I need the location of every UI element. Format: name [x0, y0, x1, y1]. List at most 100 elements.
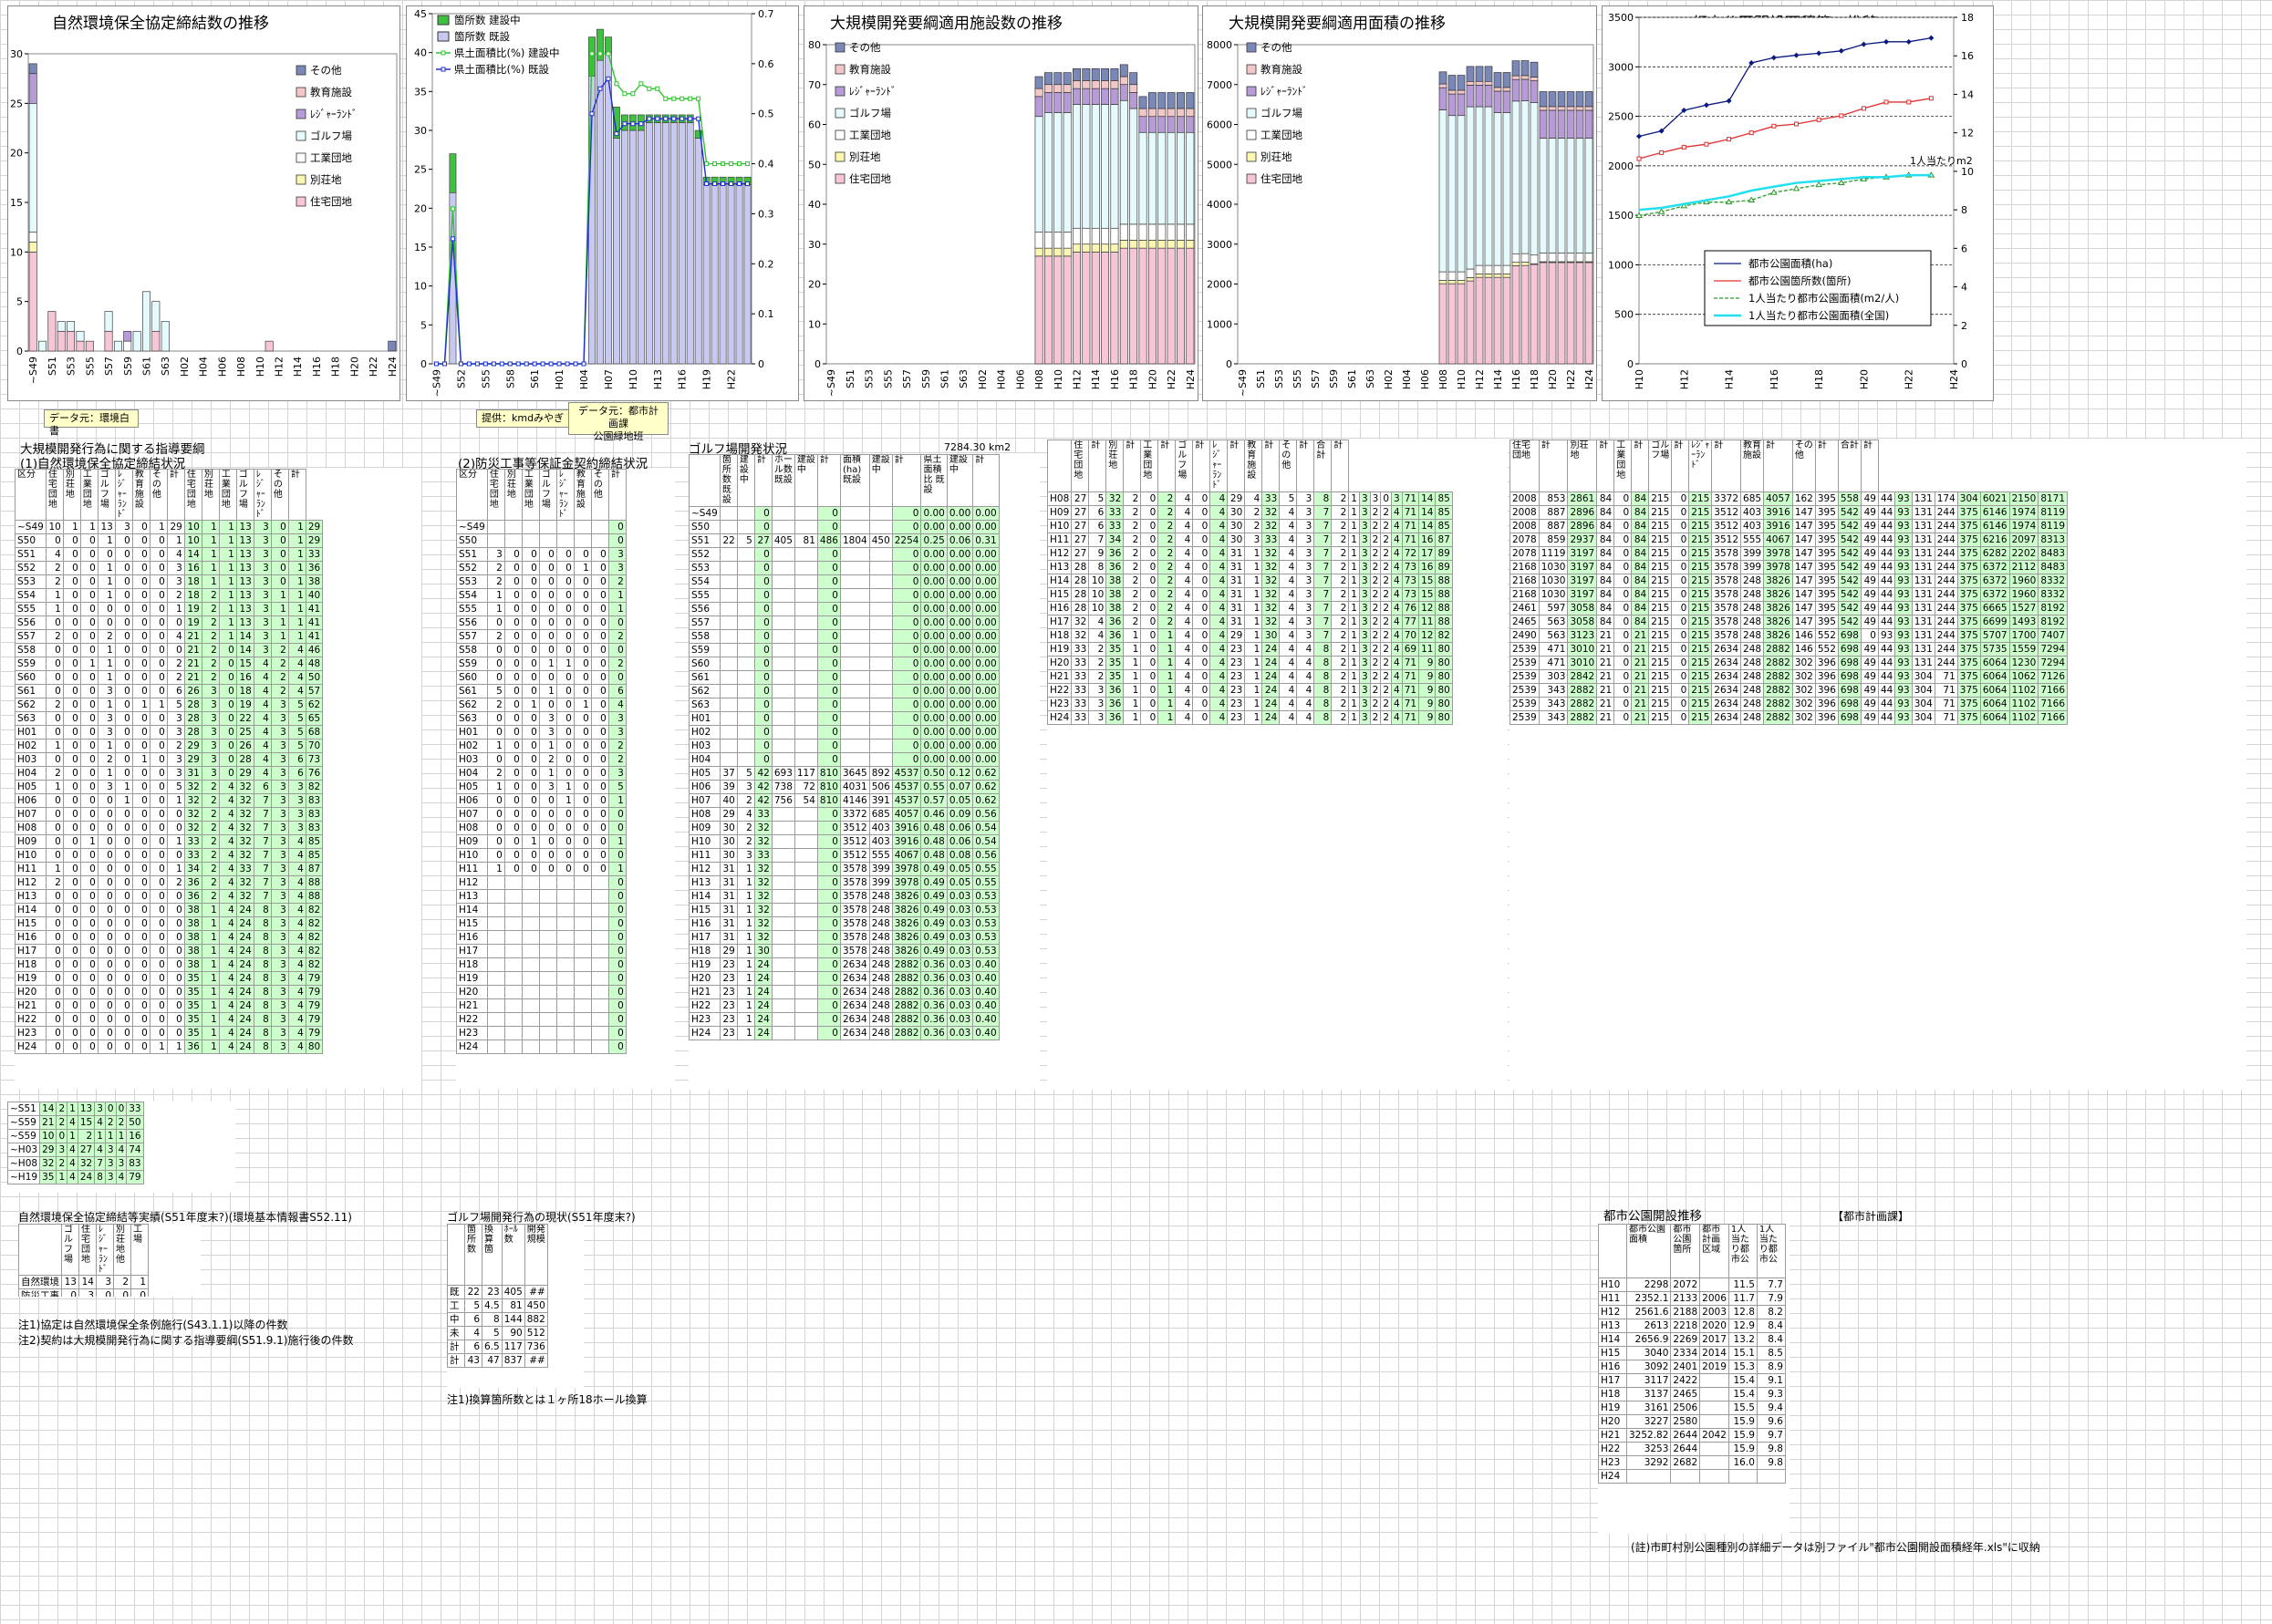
table-cell[interactable]: 2539 [1509, 669, 1540, 684]
table-cell[interactable]: 0 [555, 561, 575, 575]
table-cell[interactable]: 0.54 [972, 821, 1000, 835]
table-cell[interactable] [868, 670, 893, 685]
table-cell[interactable]: 44 [1877, 560, 1896, 574]
table-cell[interactable]: 0 [590, 711, 609, 726]
table-cell[interactable]: 4 [1175, 710, 1194, 725]
table-cell[interactable]: 4.5 [482, 1298, 503, 1313]
table-cell[interactable]: 73 [1401, 560, 1420, 574]
table-cell[interactable]: 2072 [1670, 1277, 1701, 1292]
table-cell[interactable]: 215 [1688, 669, 1713, 684]
table-cell[interactable]: 0 [79, 711, 99, 726]
table-cell[interactable]: 892 [868, 766, 893, 781]
table-cell[interactable]: 4 [253, 670, 272, 685]
table-cell[interactable]: 0 [114, 944, 133, 958]
table-cell[interactable]: 0 [149, 752, 168, 767]
table-cell[interactable]: 10 [39, 1129, 57, 1143]
table-cell[interactable]: 8119 [2038, 505, 2069, 520]
table-cell[interactable]: 82 [305, 903, 324, 917]
table-cell[interactable]: 2 [201, 848, 220, 863]
table-cell[interactable]: ~S49 [456, 520, 488, 534]
table-cell[interactable]: 0 [891, 547, 922, 562]
table-cell[interactable]: 21 [1631, 697, 1650, 711]
table-cell[interactable]: 32 [183, 793, 202, 808]
table-cell[interactable]: 3 [270, 930, 289, 945]
table-cell[interactable]: 0.36 [920, 1026, 948, 1040]
table-cell[interactable]: H17 [15, 944, 47, 958]
table-cell[interactable]: 685 [868, 807, 893, 822]
table-cell[interactable]: 80 [1435, 669, 1453, 684]
table-cell[interactable]: 0 [503, 684, 523, 698]
table-cell[interactable]: 0 [149, 807, 168, 822]
table-cell[interactable]: 0 [503, 561, 523, 575]
table-cell[interactable] [538, 916, 557, 931]
table-cell[interactable]: 4 [1279, 669, 1298, 684]
table-cell[interactable]: 24 [1261, 642, 1281, 657]
table-cell[interactable] [794, 520, 818, 534]
table-cell[interactable]: 8.5 [1756, 1346, 1786, 1360]
table-cell[interactable]: 1 [1157, 669, 1177, 684]
table-cell[interactable]: 3 [1369, 491, 1382, 506]
table-cell[interactable]: H06 [456, 793, 488, 808]
table-cell[interactable]: H20 [15, 985, 47, 999]
table-cell[interactable]: 0 [1671, 628, 1690, 643]
table-cell[interactable]: 0 [607, 944, 627, 958]
table-cell[interactable]: H24 [689, 1026, 721, 1040]
table-cell[interactable]: 1960 [2008, 587, 2039, 602]
table-cell[interactable]: 32 [1261, 574, 1281, 588]
table-cell[interactable]: 2 [1331, 519, 1350, 533]
table-cell[interactable]: H19 [689, 957, 721, 972]
table-cell[interactable]: 0 [114, 998, 133, 1013]
table-cell[interactable]: 2 [1123, 519, 1142, 533]
table-cell[interactable]: 302 [1791, 669, 1816, 684]
table-cell[interactable]: H21 [15, 998, 47, 1013]
table-cell[interactable]: H12 [689, 862, 721, 876]
table-cell[interactable]: 27 [77, 1143, 96, 1157]
table-cell[interactable]: 0 [79, 793, 99, 808]
table-cell[interactable]: 693 [771, 766, 795, 781]
table-cell[interactable]: S58 [15, 643, 47, 657]
table-cell[interactable]: 0 [62, 643, 81, 657]
table-cell[interactable]: 810 [816, 780, 841, 794]
table-cell[interactable]: 6665 [1979, 601, 2010, 615]
table-cell[interactable]: 93 [1894, 546, 1913, 561]
table-cell[interactable] [555, 533, 575, 548]
table-cell[interactable] [503, 916, 523, 931]
table-cell[interactable]: 2882 [1763, 669, 1793, 684]
table-cell[interactable]: 16 [1418, 560, 1437, 574]
table-cell[interactable]: 0 [114, 670, 133, 685]
table-cell[interactable]: 0 [753, 670, 773, 685]
table-cell[interactable]: 0 [891, 752, 922, 767]
table-cell[interactable]: 26 [183, 684, 202, 698]
table-cell[interactable]: 0 [555, 670, 575, 685]
table-cell[interactable] [771, 1012, 795, 1027]
table-cell[interactable]: 1 [521, 834, 540, 849]
table-cell[interactable]: 0 [131, 834, 150, 849]
table-cell[interactable]: 0.00 [946, 615, 974, 630]
table-cell[interactable]: 41 [305, 615, 324, 630]
table-cell[interactable]: 2 [201, 657, 220, 671]
table-cell[interactable]: 31 [1227, 587, 1246, 602]
table-cell[interactable]: 0.03 [946, 985, 974, 999]
table-cell[interactable] [521, 1012, 540, 1027]
table-cell[interactable]: 4 [1391, 669, 1403, 684]
table-cell[interactable]: 0 [1671, 491, 1690, 506]
table-cell[interactable]: 396 [1814, 697, 1839, 711]
table-cell[interactable]: 3512 [839, 834, 870, 849]
table-cell[interactable]: 375 [1956, 697, 1981, 711]
table-cell[interactable]: 14 [39, 1102, 57, 1116]
table-cell[interactable]: 4 [253, 657, 272, 671]
table-cell[interactable]: 8 [482, 1312, 503, 1327]
table-cell[interactable] [736, 739, 755, 753]
table-cell[interactable]: 2 [1380, 669, 1393, 684]
table-cell[interactable]: 8 [1313, 491, 1333, 506]
table-cell[interactable]: H17 [456, 944, 488, 958]
table-cell[interactable]: 4 [1391, 656, 1403, 670]
table-cell[interactable] [794, 739, 818, 753]
table-cell[interactable]: 32 [1261, 601, 1281, 615]
table-cell[interactable]: 21 [1596, 683, 1615, 698]
table-cell[interactable]: 4 [287, 1026, 306, 1040]
table-cell[interactable]: 215 [1688, 710, 1713, 725]
table-cell[interactable]: 24 [753, 1012, 773, 1027]
table-cell[interactable]: 9 [1418, 656, 1437, 670]
table-cell[interactable]: 0 [166, 1012, 185, 1027]
